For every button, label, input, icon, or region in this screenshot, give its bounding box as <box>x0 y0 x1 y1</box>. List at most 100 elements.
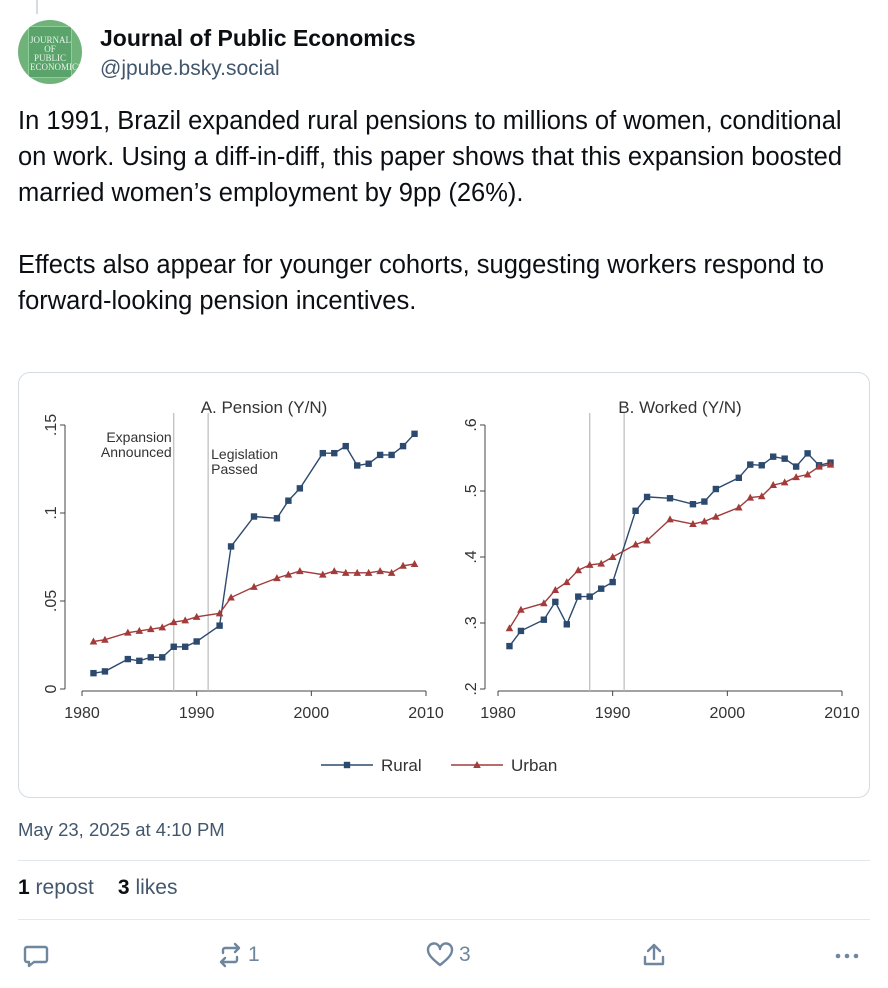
author-handle[interactable]: @jpube.bsky.social <box>100 57 280 80</box>
data-point-urban <box>689 520 697 527</box>
likes-stat[interactable]: 3 likes <box>118 876 178 900</box>
x-tick-label: 2000 <box>294 705 330 722</box>
y-tick-label: .15 <box>43 414 60 436</box>
data-point-rural <box>563 621 570 628</box>
data-point-urban <box>227 593 235 601</box>
post-action-bar: 1 3 <box>0 935 888 979</box>
data-point-urban <box>540 599 548 607</box>
data-point-urban <box>780 478 789 486</box>
data-point-urban <box>597 559 605 567</box>
data-point-urban <box>376 567 384 575</box>
data-point-rural <box>411 430 418 437</box>
post-body: In 1991, Brazil expanded rural pensions … <box>18 103 868 319</box>
x-tick-label: 2000 <box>710 705 746 722</box>
data-point-urban <box>250 582 258 590</box>
data-point-rural <box>632 507 639 514</box>
data-point-rural <box>643 493 651 501</box>
data-point-urban <box>387 568 396 576</box>
post-paragraph: In 1991, Brazil expanded rural pensions … <box>18 107 843 207</box>
repost-button[interactable]: 1 <box>216 941 260 969</box>
like-count: 3 <box>459 943 471 966</box>
ellipsis-icon <box>835 953 859 959</box>
data-point-urban <box>735 503 743 511</box>
reference-line-label: Legislation <box>211 446 278 462</box>
data-point-urban <box>101 635 109 643</box>
y-tick-label: 0 <box>43 684 60 693</box>
data-point-rural <box>388 451 395 459</box>
data-point-urban <box>284 570 293 578</box>
data-point-rural <box>506 642 513 650</box>
data-point-urban <box>135 626 144 634</box>
embedded-image[interactable]: A. Pension (Y/N) 0 .05 .1 .15 1980 1990 2000 201… <box>18 372 870 798</box>
data-point-urban <box>364 568 373 576</box>
panel-title: B. Worked (Y/N) <box>618 398 741 417</box>
data-point-urban <box>296 567 304 575</box>
repost-icon <box>219 942 241 968</box>
share-icon <box>643 943 665 966</box>
data-point-urban <box>563 578 571 586</box>
reposts-label: repost <box>35 876 94 899</box>
data-point-urban <box>147 625 155 633</box>
post-timestamp[interactable]: May 23, 2025 at 4:10 PM <box>18 819 225 840</box>
y-tick-label: .1 <box>43 506 60 519</box>
data-point-urban <box>643 536 651 544</box>
data-point-rural <box>770 453 777 460</box>
data-point-rural <box>159 654 166 661</box>
figure-chart: A. Pension (Y/N) 0 .05 .1 .15 1980 1990 2000 201… <box>43 398 860 775</box>
legend-marker-rural <box>343 761 351 769</box>
data-point-rural <box>399 442 407 450</box>
data-point-urban <box>826 460 835 468</box>
author-avatar[interactable]: JOURNAL OF PUBLIC ECONOMICS <box>18 20 82 84</box>
data-point-urban <box>551 586 560 593</box>
reposts-stat[interactable]: 1 repost <box>18 876 94 900</box>
data-point-urban <box>169 618 178 626</box>
likes-label: likes <box>135 876 178 899</box>
reposts-count: 1 <box>18 876 30 899</box>
data-point-rural <box>804 450 811 457</box>
thread-connector-line <box>36 0 38 14</box>
data-point-urban <box>712 512 720 520</box>
reference-line-label: Passed <box>211 461 258 477</box>
y-tick-label: .4 <box>463 550 480 563</box>
data-point-urban <box>158 623 167 631</box>
divider <box>18 860 870 861</box>
data-point-urban <box>341 568 350 576</box>
data-point-rural <box>273 515 281 522</box>
data-point-rural <box>758 462 765 469</box>
reference-line-label: Expansion <box>106 429 171 445</box>
data-point-urban <box>124 628 132 636</box>
reply-icon <box>23 945 49 968</box>
heart-icon <box>426 942 454 967</box>
author-display-name[interactable]: Journal of Public Economics <box>100 25 416 51</box>
x-tick-label: 1990 <box>179 705 215 722</box>
data-point-urban <box>666 515 674 523</box>
data-point-rural <box>689 501 697 508</box>
data-point-urban <box>215 609 224 617</box>
data-point-rural <box>701 498 708 505</box>
data-point-urban <box>505 624 514 632</box>
like-button[interactable]: 3 <box>425 941 471 969</box>
x-tick-label: 1980 <box>64 705 100 722</box>
data-point-urban <box>319 570 327 578</box>
data-point-rural <box>342 442 349 450</box>
share-button[interactable] <box>640 941 668 969</box>
reference-line-label: Announced <box>101 444 172 460</box>
data-point-rural <box>575 593 582 600</box>
data-point-urban <box>399 561 407 569</box>
data-point-rural <box>792 463 800 470</box>
data-point-rural <box>136 657 143 665</box>
legend-label-rural: Rural <box>381 756 422 775</box>
more-options-button[interactable] <box>832 941 862 969</box>
data-point-urban <box>410 560 419 568</box>
journal-cover-image <box>28 26 72 78</box>
data-point-urban <box>585 560 594 568</box>
data-point-rural <box>365 460 372 467</box>
data-point-urban <box>769 481 777 489</box>
data-point-rural <box>147 654 154 661</box>
repost-count: 1 <box>248 943 260 966</box>
reply-button[interactable] <box>22 941 54 969</box>
data-point-urban <box>89 637 98 645</box>
x-tick-label: 2010 <box>408 705 444 722</box>
data-point-urban <box>792 473 800 481</box>
data-point-urban <box>574 566 583 574</box>
